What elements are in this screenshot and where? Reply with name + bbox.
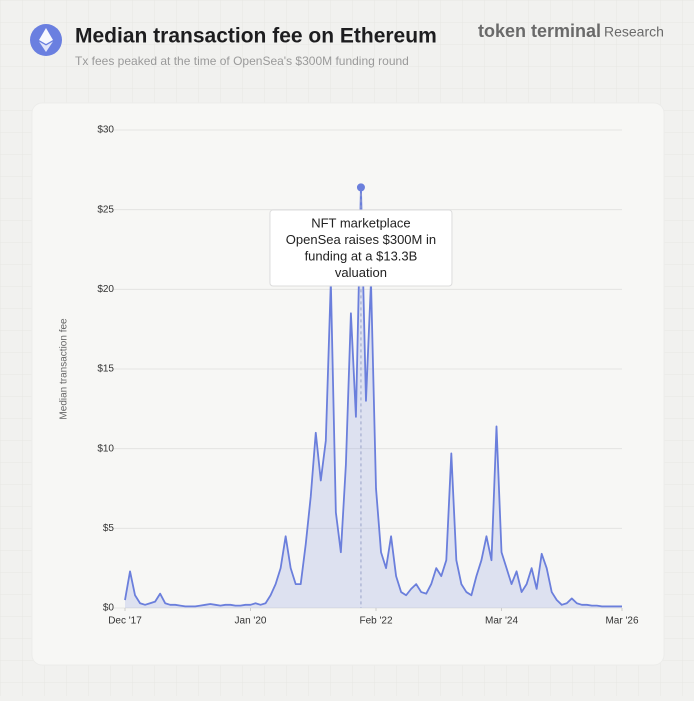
- x-tick-label: Jan '20: [235, 616, 267, 627]
- y-tick-label: $0: [103, 603, 115, 614]
- y-axis-label: Median transaction fee: [59, 318, 70, 420]
- y-tick-label: $5: [103, 523, 115, 534]
- x-tick-label: Feb '22: [359, 616, 392, 627]
- annotation-text: NFT marketplace: [311, 215, 410, 230]
- annotation-text: OpenSea raises $300M in: [286, 232, 436, 247]
- annotation-point: [356, 183, 365, 192]
- y-tick-label: $10: [97, 443, 114, 454]
- annotation-text: funding at a $13.3B: [305, 248, 418, 263]
- annotation-text: valuation: [335, 265, 387, 280]
- subtitle: Tx fees peaked at the time of OpenSea's …: [75, 54, 409, 68]
- x-tick-label: Dec '17: [108, 616, 142, 627]
- y-tick-label: $25: [97, 204, 114, 215]
- eth-icon: [30, 24, 62, 56]
- x-tick-label: Mar '26: [605, 616, 638, 627]
- chart-title: Median transaction fee on Ethereum: [75, 25, 437, 48]
- y-tick-label: $15: [97, 364, 114, 375]
- brand-suffix: Research: [604, 24, 664, 40]
- brand-name: token terminal: [478, 21, 601, 41]
- line: [124, 186, 622, 608]
- y-tick-label: $20: [97, 284, 114, 295]
- x-tick-label: Mar '24: [485, 616, 518, 627]
- annotation-box: [269, 209, 453, 287]
- y-tick-label: $30: [97, 125, 114, 136]
